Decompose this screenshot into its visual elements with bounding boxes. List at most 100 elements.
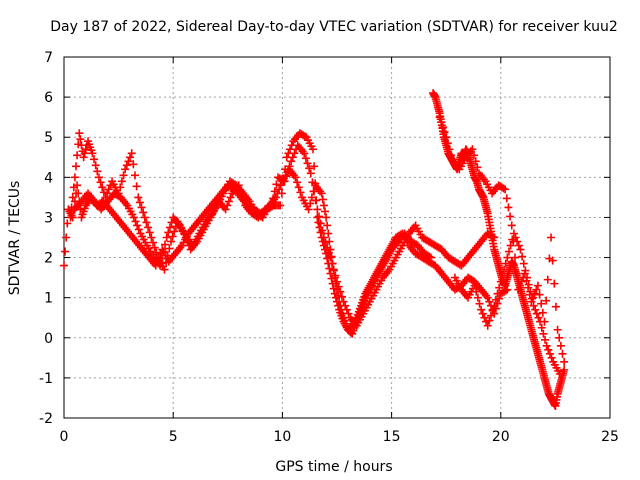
- data-point: [73, 151, 82, 160]
- x-tick-label: 15: [383, 429, 401, 445]
- data-point: [288, 153, 297, 162]
- data-point: [517, 277, 526, 286]
- data-point: [443, 139, 452, 148]
- y-tick-label: -2: [39, 411, 53, 427]
- data-point: [544, 345, 553, 354]
- data-point: [127, 149, 136, 158]
- data-point: [472, 287, 481, 296]
- data-point: [513, 237, 522, 246]
- y-axis-label: SDTVAR / TECUs: [7, 181, 23, 296]
- data-point: [551, 302, 560, 311]
- data-point: [239, 196, 248, 205]
- data-point: [310, 162, 319, 171]
- chart-title: Day 187 of 2022, Sidereal Day-to-day VTE…: [50, 19, 618, 35]
- data-point: [76, 135, 85, 144]
- data-point: [515, 281, 524, 290]
- data-point: [339, 297, 348, 306]
- data-point: [160, 265, 169, 274]
- y-tick-label: 1: [44, 291, 53, 307]
- data-point: [103, 189, 112, 198]
- data-point: [480, 313, 489, 322]
- data-point: [265, 202, 274, 211]
- data-point: [285, 162, 294, 171]
- data-point: [509, 229, 518, 238]
- data-point: [280, 177, 289, 186]
- data-point: [165, 223, 174, 232]
- y-tick-label: 7: [44, 50, 53, 66]
- data-point: [324, 229, 333, 238]
- data-point: [511, 233, 520, 242]
- data-point: [519, 259, 528, 268]
- x-tick-label: 25: [601, 429, 619, 445]
- data-point: [278, 176, 287, 185]
- grid: [64, 57, 610, 418]
- data-point: [426, 253, 435, 262]
- data-point: [510, 253, 519, 262]
- data-point: [470, 281, 479, 290]
- data-point: [320, 207, 329, 216]
- data-point: [96, 178, 105, 187]
- data-point: [547, 353, 556, 362]
- data-point: [148, 238, 157, 247]
- data-point: [523, 273, 532, 282]
- data-point: [473, 163, 482, 172]
- data-point: [336, 287, 345, 296]
- data-point: [150, 243, 159, 252]
- data-point: [502, 194, 511, 203]
- data-point: [319, 233, 328, 242]
- data-point: [518, 252, 527, 261]
- data-point: [532, 309, 541, 318]
- data-point: [537, 299, 546, 308]
- data-point: [164, 228, 173, 237]
- data-point: [69, 183, 78, 192]
- x-axis-label: GPS time / hours: [275, 459, 392, 475]
- data-point: [313, 213, 322, 222]
- data-point: [535, 290, 544, 299]
- data-point: [133, 221, 142, 230]
- data-point: [504, 247, 513, 256]
- data-point: [317, 189, 326, 198]
- series-b: [66, 129, 435, 338]
- data-point: [272, 180, 281, 189]
- data-point: [162, 233, 171, 242]
- data-point: [501, 259, 510, 268]
- data-point: [491, 295, 500, 304]
- data-point: [555, 369, 564, 378]
- data-point: [485, 316, 494, 325]
- data-point: [529, 293, 538, 302]
- data-point: [122, 161, 131, 170]
- data-point: [124, 157, 133, 166]
- data-point: [304, 205, 313, 214]
- y-tick-label: 5: [44, 130, 53, 146]
- data-point: [119, 171, 128, 180]
- data-point: [334, 282, 343, 291]
- data-point: [310, 187, 319, 196]
- data-point: [538, 308, 547, 317]
- data-point: [504, 203, 513, 212]
- data-point: [142, 218, 151, 227]
- data-point: [334, 291, 343, 300]
- data-point: [445, 145, 454, 154]
- data-point: [318, 226, 327, 235]
- data-point: [134, 225, 143, 234]
- data-point: [121, 165, 130, 174]
- data-point: [555, 333, 564, 342]
- data-point: [556, 341, 565, 350]
- data-point: [331, 271, 340, 280]
- data-point: [501, 185, 510, 194]
- data-point: [547, 233, 556, 242]
- data-point: [314, 212, 323, 221]
- data-point: [527, 294, 536, 303]
- data-point: [493, 289, 502, 298]
- data-point: [305, 164, 314, 173]
- data-point: [234, 181, 243, 190]
- data-point: [442, 133, 451, 142]
- data-point: [145, 228, 154, 237]
- data-point: [134, 193, 143, 202]
- data-point: [319, 201, 328, 210]
- data-point: [98, 183, 107, 192]
- data-point: [157, 254, 166, 263]
- x-tick-label: 20: [492, 429, 510, 445]
- data-point: [88, 149, 97, 158]
- data-point: [558, 349, 567, 358]
